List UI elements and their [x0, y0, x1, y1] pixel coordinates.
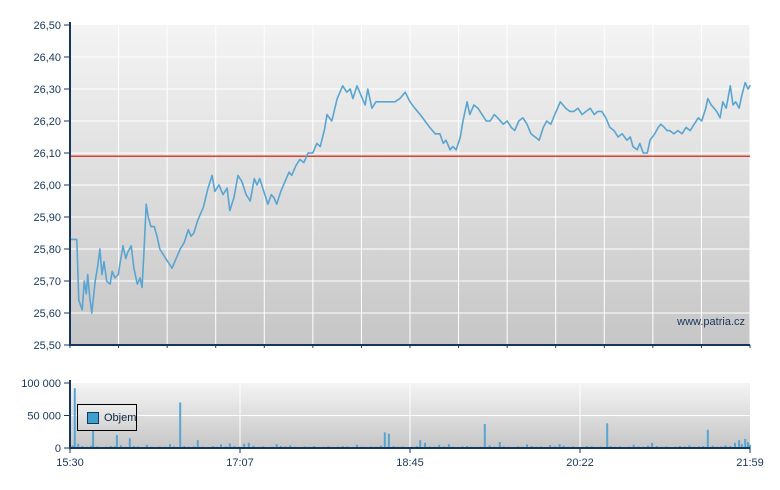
volume-bar: [447, 444, 450, 448]
volume-bar: [115, 435, 118, 448]
volume-bar: [526, 444, 528, 448]
volume-axes: [64, 380, 751, 453]
volume-bar: [438, 444, 441, 449]
volume-bar: [379, 445, 382, 448]
volume-bar: [196, 440, 199, 448]
volume-bar: [488, 445, 491, 448]
volume-bar: [275, 444, 278, 448]
volume-gridlines: [70, 383, 750, 448]
volume-bar: [734, 442, 736, 448]
volume-bar: [92, 427, 95, 448]
volume-bar: [243, 443, 246, 448]
x-tick-label: 20:22: [566, 457, 594, 469]
time-axis-labels: 15:30 17:07 18:45 20:22 21:59: [56, 457, 764, 469]
volume-bar: [606, 423, 609, 448]
volume-bar: [71, 445, 74, 448]
volume-bar: [706, 429, 709, 448]
volume-bar: [128, 438, 131, 449]
x-tick-label: 21:59: [736, 457, 764, 469]
volume-bar: [632, 444, 635, 449]
volume-y-tick-label: 50 000: [27, 411, 61, 423]
volume-bar: [724, 445, 727, 448]
volume-bar: [179, 402, 182, 448]
volume-bar: [688, 445, 691, 448]
price-y-tick-label: 26,30: [33, 84, 61, 96]
volume-bar: [647, 445, 649, 448]
x-tick-label: 15:30: [56, 457, 84, 469]
x-tick-label: 18:45: [396, 457, 424, 469]
volume-bar: [90, 445, 93, 448]
price-gridlines: [70, 25, 751, 345]
price-line: [69, 81, 751, 314]
volume-bar: [562, 445, 565, 448]
volume-bar: [483, 423, 486, 448]
legend-label: Objem: [104, 411, 137, 424]
volume-bar: [498, 442, 501, 448]
volume-bar: [387, 433, 390, 448]
volume-bar: [740, 444, 743, 448]
volume-bar: [289, 445, 292, 448]
volume-bar: [356, 444, 358, 449]
volume-bar: [419, 440, 422, 448]
volume-bar: [651, 442, 654, 448]
volume-y-tick-label: 0: [55, 443, 61, 455]
volume-bar: [558, 444, 561, 448]
price-y-tick-label: 25,60: [33, 308, 61, 320]
volume-bar: [711, 445, 714, 448]
volume-bar: [145, 444, 148, 449]
volume-bar: [169, 444, 171, 448]
volume-bar: [77, 443, 80, 448]
volume-bar: [252, 445, 255, 448]
volume-bar: [747, 442, 749, 448]
volume-bar: [73, 388, 76, 448]
volume-bar: [738, 440, 741, 448]
volume-y-tick-label: 100 000: [21, 378, 61, 390]
price-y-tick-label: 26,10: [33, 148, 61, 160]
price-y-tick-label: 26,00: [33, 180, 61, 192]
volume-chart: 100 000 50 000 0: [21, 378, 751, 455]
volume-bar: [424, 442, 426, 448]
volume-bar: [247, 442, 250, 448]
volume-bar: [549, 445, 552, 448]
price-y-labels: 26,50 26,40 26,30 26,20 26,10 26,00 25,90 25,80…: [33, 20, 61, 352]
price-y-tick-label: 25,70: [33, 276, 61, 288]
volume-bar: [749, 444, 751, 449]
price-y-tick-label: 26,50: [33, 20, 61, 32]
volume-bar: [744, 438, 747, 448]
price-y-tick-label: 25,90: [33, 212, 61, 224]
volume-bar: [120, 445, 122, 448]
price-axes: [64, 22, 751, 348]
volume-bar: [383, 432, 386, 448]
price-chart: 26,50 26,40 26,30 26,20 26,10 26,00 25,90 25,80…: [33, 20, 751, 352]
volume-legend: Objem: [77, 404, 137, 431]
x-tick-label: 17:07: [226, 457, 254, 469]
price-y-tick-label: 25,50: [33, 340, 61, 352]
volume-y-labels: 100 000 50 000 0: [21, 378, 61, 455]
price-y-tick-label: 26,20: [33, 116, 61, 128]
watermark: www.patria.cz: [677, 316, 745, 328]
volume-bar: [220, 444, 222, 448]
volume-bar: [228, 443, 231, 448]
price-y-tick-label: 25,80: [33, 244, 61, 256]
price-y-tick-label: 26,40: [33, 52, 61, 64]
legend-swatch-icon: [87, 411, 99, 424]
